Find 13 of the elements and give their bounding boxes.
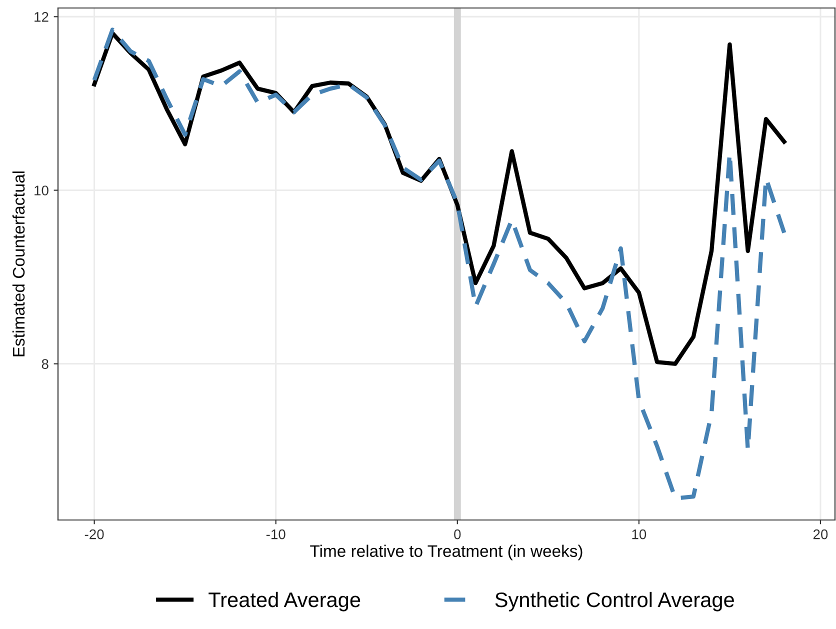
y-tick-label: 8: [42, 359, 48, 369]
x-tick-label: 10: [632, 529, 646, 540]
x-tick-label: 0: [454, 529, 461, 540]
legend-label: Treated Average: [208, 592, 360, 612]
y-axis-title: Estimated Counterfactual: [12, 172, 25, 356]
x-tick-label: 20: [813, 529, 828, 540]
legend-label: Synthetic Control Average: [495, 592, 734, 612]
y-tick-label: 10: [34, 186, 48, 196]
x-tick-label: -10: [266, 529, 286, 540]
x-axis-title: Time relative to Treatment (in weeks): [310, 544, 582, 560]
line-series: [92, 28, 786, 500]
y-tick-label: 12: [34, 12, 48, 22]
x-tick-label: -20: [84, 529, 104, 540]
